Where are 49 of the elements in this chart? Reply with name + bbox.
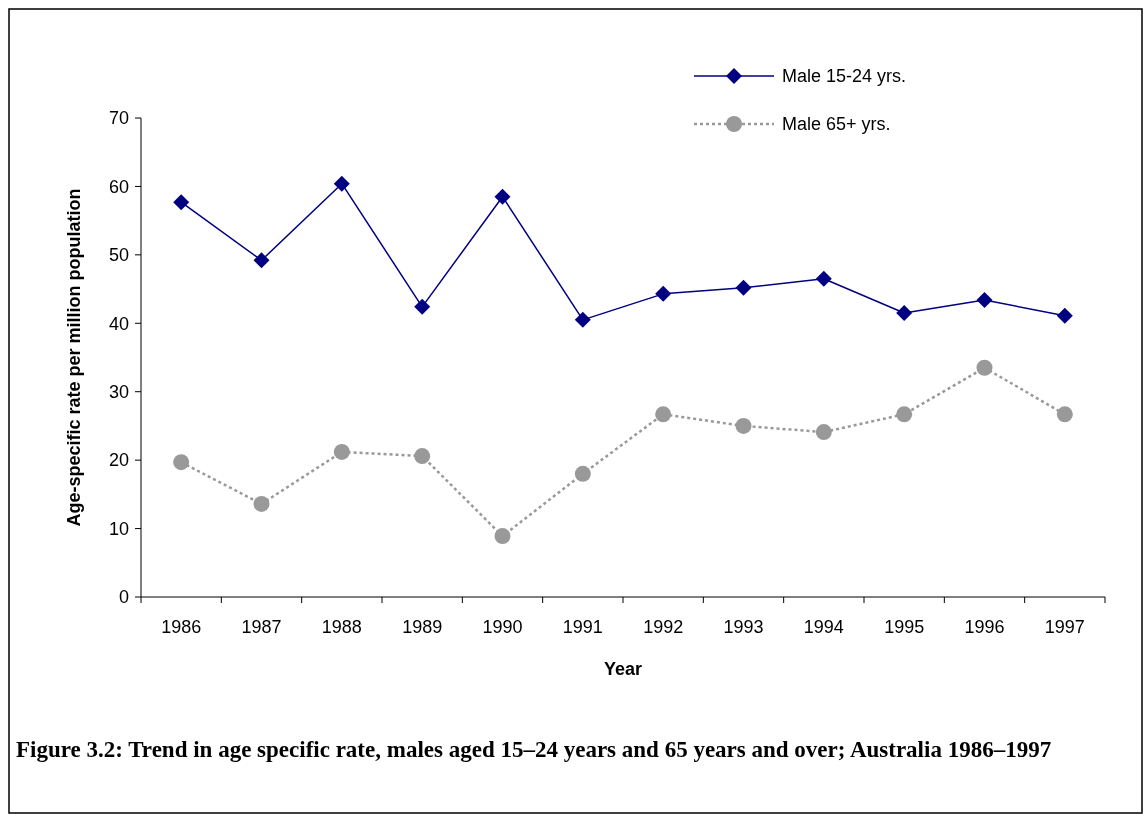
point [574,311,591,328]
x-axis-title: Year [603,659,643,679]
x-tick-label: 1990 [482,617,523,637]
point [173,454,190,471]
y-tick-label: 20 [108,450,129,471]
x-tick-label: 1987 [241,617,282,637]
point [173,194,190,211]
x-tick-label: 1991 [562,617,603,637]
point [896,406,913,423]
x-tick-label: 1997 [1044,617,1085,637]
point [735,279,752,296]
point [976,359,993,376]
point [976,292,993,309]
point [253,495,270,512]
y-axis-title: Age-specific rate per million population [64,188,84,527]
y-tick-label: 50 [108,245,129,266]
y-tick-label: 60 [108,176,129,197]
caption: Figure 3.2: Trend in age specific rate, males aged 15–24 years and 65 years and over; Australia 1986–1997 [16,736,1053,764]
x-tick-label: 1992 [643,617,684,637]
legend-label: Male 15-24 yrs. [782,66,907,87]
point [655,285,672,302]
legend-label: Male 65+ yrs. [782,114,891,135]
x-tick-label: 1996 [964,617,1005,637]
point [896,305,913,322]
x-tick-label: 1988 [321,617,362,637]
x-tick-label: 1986 [161,617,202,637]
point [574,465,591,482]
y-tick-label: 40 [108,313,129,334]
point [1056,307,1073,324]
y-tick-label: 30 [108,382,129,403]
point [333,443,350,460]
y-tick-label: 10 [108,518,129,539]
point [253,252,270,269]
x-tick-label: 1994 [803,617,844,637]
x-tick-label: 1995 [884,617,925,637]
point [494,188,511,205]
y-tick-label: 70 [108,108,129,129]
point [414,298,431,315]
point [655,406,672,423]
x-tick-label: 1993 [723,617,764,637]
point [1056,406,1073,423]
x-tick-label: 1989 [402,617,443,637]
point [815,424,832,441]
point [333,175,350,192]
point [815,270,832,287]
point [735,417,752,434]
y-tick-label: 0 [118,587,129,608]
point [414,448,431,465]
point [494,528,511,545]
